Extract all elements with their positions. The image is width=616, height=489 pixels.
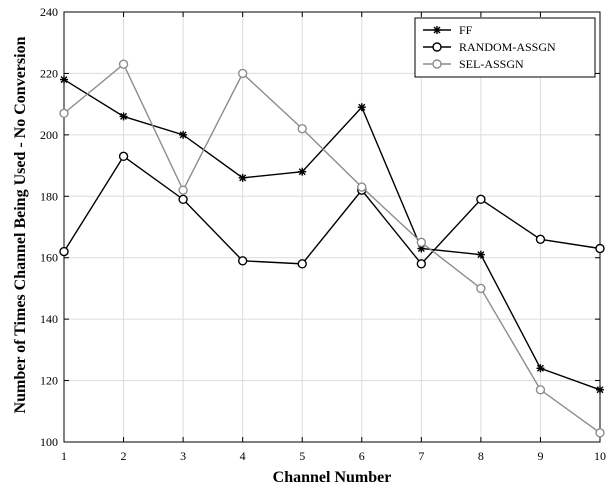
x-tick-label: 1 [61,449,67,463]
plot-axes [63,11,601,443]
series-group [59,59,605,438]
y-axis-title: Number of Times Channel Being Used - No … [12,36,29,413]
x-tick-label: 7 [418,449,424,463]
star-stroke [239,174,247,182]
data-point-random-assgn [535,234,546,244]
x-tick-label: 5 [299,449,305,463]
data-point-sel-assgn [476,283,486,294]
x-tick-label: 6 [359,449,365,463]
legend: FF RANDOM-ASSGN SEL-ASSGN [414,17,596,78]
star-stroke [477,251,485,259]
y-tick-label: 240 [40,5,58,19]
data-point-sel-assgn [118,59,129,69]
data-point-sel-assgn [59,108,69,119]
data-point-ff [536,364,545,373]
legend-item-ff: FF [423,23,473,37]
plot-frame [63,11,601,443]
legend-marker [433,26,441,34]
series-line-sel-assgn [63,63,601,434]
data-point-ff [179,130,188,139]
y-tick-label: 140 [40,312,58,326]
x-tick-label: 2 [121,449,127,463]
y-tick-label: 160 [40,251,58,265]
series-line-random-assgn [63,155,601,265]
data-point-random-assgn [476,194,486,205]
data-point-ff [60,75,68,84]
x-axis-title: Channel Number [273,469,392,486]
star-stroke [536,364,544,372]
star-stroke [358,103,366,111]
series-sel-assgn [59,59,605,438]
legend-marker [432,59,442,69]
legend-label: FF [459,23,473,37]
series-random-assgn [59,151,605,269]
legend-label: SEL-ASSGN [459,57,524,71]
x-tick-label: 9 [537,449,543,463]
y-tick-label: 120 [40,374,58,388]
legend-item-sel-assgn: SEL-ASSGN [423,57,524,71]
data-point-ff [596,385,604,394]
star-stroke [120,112,128,120]
data-point-random-assgn [59,246,69,257]
y-tick-labels: 100 120 140 160 180 200 220 240 [40,5,58,449]
x-tick-label: 4 [240,449,246,463]
star-stroke [179,131,187,139]
data-point-random-assgn [118,151,129,162]
data-point-random-assgn [178,194,188,205]
data-point-random-assgn [297,259,307,269]
x-tick-label: 8 [478,449,484,463]
y-tick-label: 220 [40,66,58,80]
y-tick-label: 180 [40,189,58,203]
legend-item-random-assgn: RANDOM-ASSGN [423,40,556,54]
data-point-sel-assgn [535,385,546,395]
data-point-sel-assgn [416,237,427,248]
legend-marker [432,42,442,52]
star-stroke [60,76,68,84]
data-point-sel-assgn [237,68,248,79]
star-stroke [298,168,306,176]
legend-label: RANDOM-ASSGN [459,40,556,54]
data-point-sel-assgn [297,124,307,134]
data-point-ff [476,250,485,259]
y-tick-label: 100 [40,435,58,449]
star-stroke [596,386,604,394]
data-point-ff [357,103,366,112]
data-point-random-assgn [416,259,427,269]
x-tick-label: 10 [594,449,606,463]
y-tick-label: 200 [40,128,58,142]
data-point-ff [119,112,128,121]
data-point-sel-assgn [357,182,367,192]
star-stroke [433,26,441,34]
data-point-sel-assgn [178,185,188,195]
data-point-random-assgn [595,243,605,254]
data-point-sel-assgn [595,428,605,438]
x-tick-label: 3 [180,449,186,463]
data-point-random-assgn [237,256,248,266]
data-point-ff [238,173,247,182]
data-point-ff [298,167,307,176]
x-tick-labels: 1 2 3 4 5 6 7 8 9 10 [61,449,606,463]
